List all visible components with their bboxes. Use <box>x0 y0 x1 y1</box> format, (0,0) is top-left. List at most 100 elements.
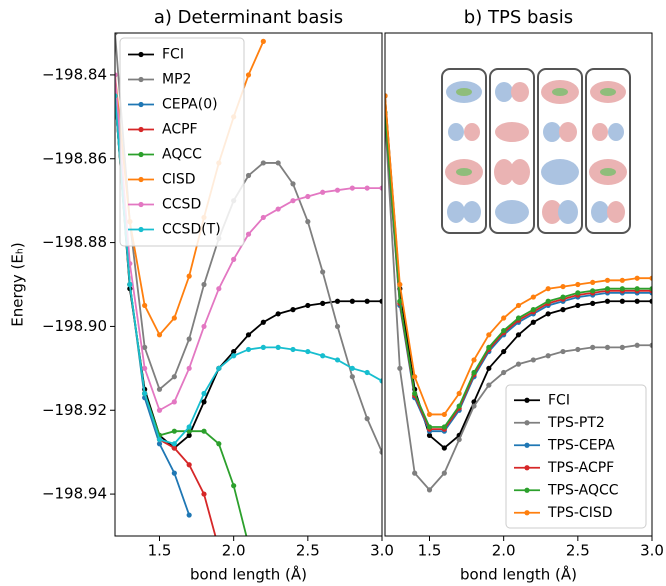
data-point <box>171 399 177 405</box>
data-point <box>364 298 370 304</box>
legend-label: ACPF <box>162 122 198 138</box>
data-point <box>379 185 382 191</box>
data-point <box>260 319 266 325</box>
data-point <box>186 428 192 434</box>
data-point <box>501 328 507 334</box>
data-point <box>201 390 207 397</box>
data-point <box>364 369 370 376</box>
data-point <box>334 357 341 363</box>
data-point <box>590 300 596 306</box>
data-point <box>305 193 311 200</box>
data-point <box>186 336 192 342</box>
data-point <box>275 160 281 166</box>
legend-label: TPS-AQCC <box>547 482 619 498</box>
data-point <box>575 346 581 353</box>
data-point <box>275 344 281 350</box>
data-point <box>560 307 566 313</box>
data-point <box>486 365 492 371</box>
data-point <box>216 286 222 292</box>
data-point <box>275 311 281 317</box>
data-point <box>590 279 596 286</box>
data-point <box>186 462 192 468</box>
data-point <box>290 198 296 204</box>
data-point <box>290 181 296 187</box>
data-point <box>156 407 163 413</box>
data-point <box>471 357 477 363</box>
data-point <box>216 546 221 551</box>
data-point <box>649 286 652 292</box>
x-tick-label: 2.5 <box>296 542 320 560</box>
data-point <box>515 361 522 367</box>
data-point <box>634 298 640 304</box>
legend-marker <box>138 101 144 108</box>
axes-frame <box>114 32 383 537</box>
data-point <box>171 315 177 321</box>
data-point <box>486 332 492 338</box>
data-point <box>634 275 640 281</box>
data-point <box>471 369 477 376</box>
x-tick-label: 3.0 <box>370 542 394 560</box>
data-point <box>545 298 551 304</box>
data-point <box>385 93 388 99</box>
data-point <box>530 307 536 313</box>
data-point <box>171 374 177 380</box>
data-point <box>260 214 266 221</box>
data-point <box>426 424 433 430</box>
data-point <box>186 512 192 518</box>
data-point <box>349 185 355 191</box>
data-point <box>426 432 433 438</box>
data-point <box>186 432 192 438</box>
data-point <box>171 441 177 447</box>
data-point <box>379 378 382 384</box>
panel: a) Determinant basis 1.5 2.0 2.5 3.0 −198.94 −… <box>9 7 394 584</box>
data-point <box>245 346 252 353</box>
y-tick-label: −198.86 <box>42 149 107 167</box>
data-point <box>426 411 433 418</box>
data-point <box>142 390 148 397</box>
data-point <box>171 445 177 451</box>
data-point <box>412 470 418 476</box>
data-point <box>412 374 418 380</box>
data-point <box>634 342 640 348</box>
legend-marker <box>138 76 144 83</box>
data-point <box>575 290 581 296</box>
data-point <box>231 353 237 359</box>
data-point <box>334 323 341 330</box>
data-point <box>590 288 596 294</box>
data-point <box>201 281 207 288</box>
data-point <box>290 307 296 313</box>
data-point <box>441 411 447 418</box>
data-point <box>575 302 581 309</box>
data-point <box>486 382 492 388</box>
data-point <box>246 542 251 547</box>
data-point <box>530 294 536 300</box>
data-point <box>216 441 222 447</box>
data-point <box>604 277 611 283</box>
data-point <box>530 357 536 363</box>
data-point <box>515 315 522 321</box>
legend-label: AQCC <box>162 147 202 163</box>
data-point <box>349 298 355 304</box>
data-point <box>201 491 207 497</box>
data-point <box>619 298 625 304</box>
legend-marker <box>138 201 144 208</box>
data-point <box>231 256 237 262</box>
data-point <box>379 298 382 304</box>
data-point <box>349 374 355 380</box>
data-point <box>515 302 522 309</box>
data-point <box>216 365 222 371</box>
legend-label: FCI <box>548 392 570 408</box>
legend-marker <box>524 487 530 493</box>
data-point <box>320 189 326 195</box>
legend-marker <box>524 465 530 471</box>
legend-marker <box>524 397 530 403</box>
panel-title: a) Determinant basis <box>154 7 343 28</box>
data-point <box>231 483 237 489</box>
data-point <box>560 283 566 290</box>
y-tick-label: −198.90 <box>42 317 107 335</box>
data-point <box>604 344 611 350</box>
y-tick-label: −198.84 <box>42 65 107 83</box>
data-point <box>305 348 311 355</box>
data-point <box>186 424 192 430</box>
orbital-inset <box>441 68 631 234</box>
